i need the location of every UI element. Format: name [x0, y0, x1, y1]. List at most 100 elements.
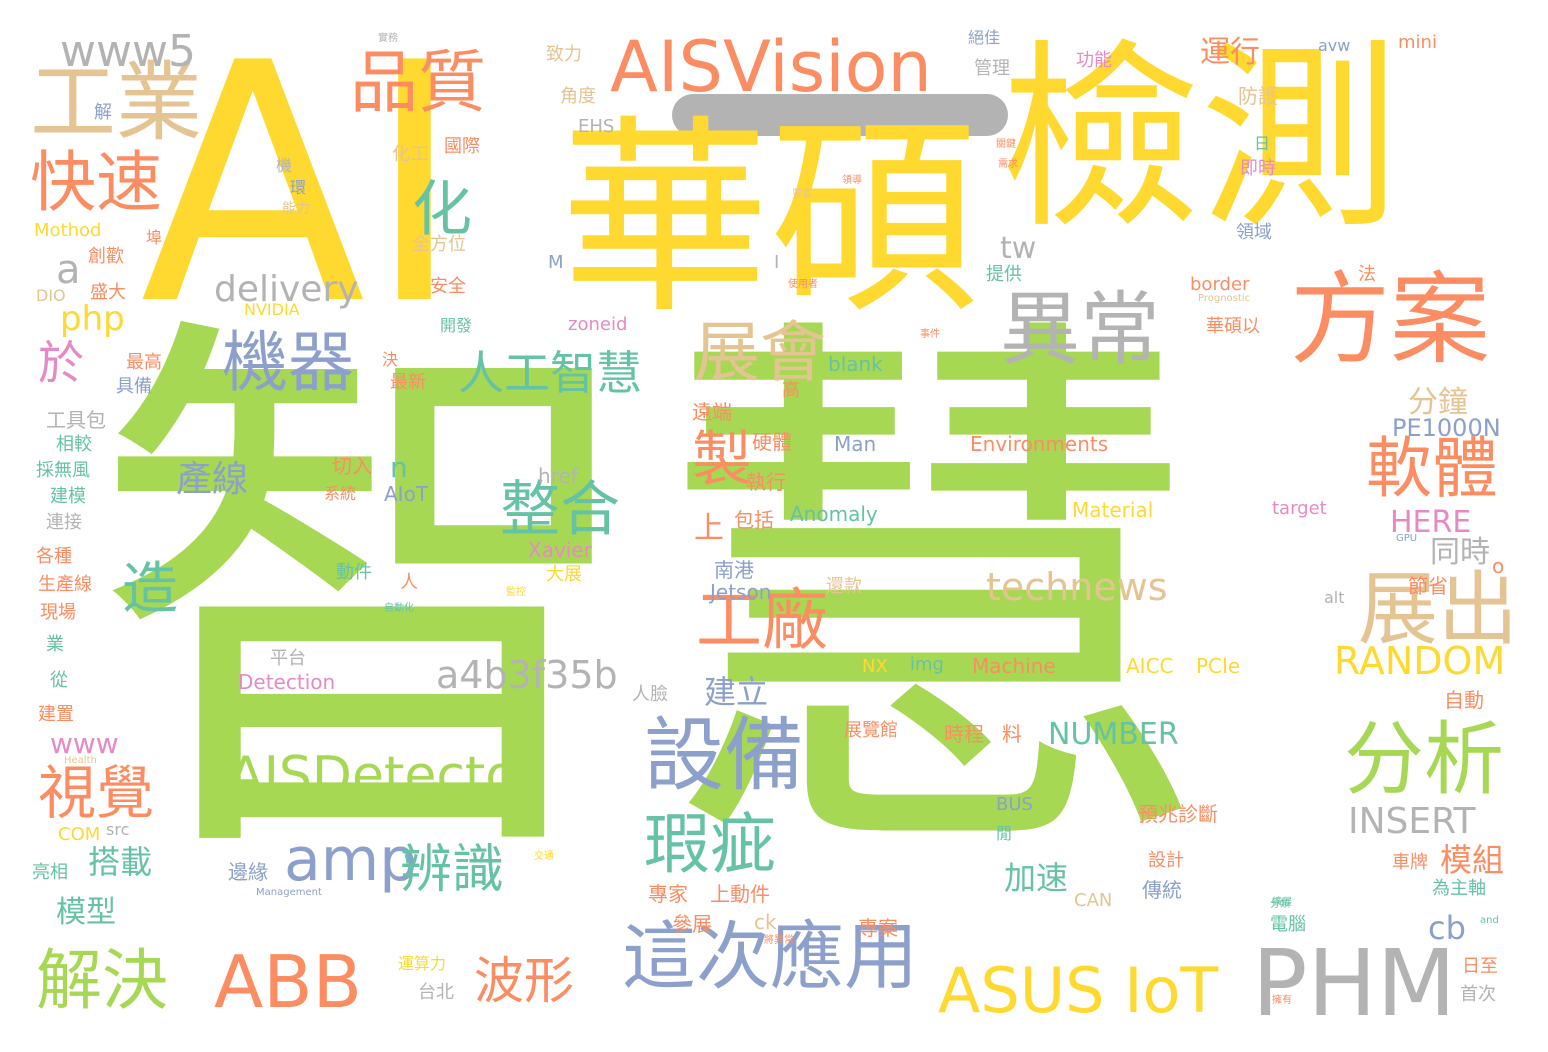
cloud-word-169: 日	[1254, 134, 1271, 153]
cloud-word-136: 防護	[1238, 84, 1278, 108]
cloud-word-107: 專家	[648, 882, 688, 906]
cloud-word-158: 從	[50, 670, 68, 691]
cloud-word-101: 電腦	[1270, 914, 1306, 935]
cloud-word-8: 品質	[350, 44, 487, 123]
cloud-word-182: 分類	[1270, 899, 1290, 910]
cloud-word-23: 展出	[1358, 563, 1518, 656]
cloud-word-95: 預兆診斷	[1138, 802, 1218, 826]
cloud-word-168: 閒	[996, 824, 1013, 843]
cloud-word-43: 這次應用	[622, 914, 918, 1000]
cloud-word-154: 各種	[36, 546, 72, 567]
cloud-word-157: 業	[46, 634, 64, 655]
cloud-word-phm: PHM	[1252, 930, 1457, 1037]
cloud-word-134: 功能	[1076, 50, 1112, 71]
cloud-word-amp: amp	[284, 825, 418, 895]
cloud-word-here: HERE	[1390, 505, 1472, 540]
cloud-word-146: 最新	[390, 372, 426, 393]
cloud-word-140: 法	[1358, 264, 1376, 285]
cloud-word-and: and	[1480, 915, 1499, 926]
cloud-word-36: 辨識	[400, 840, 505, 900]
cloud-word-173: 領導	[842, 175, 862, 186]
cloud-word-xavier: Xavier	[528, 538, 592, 562]
cloud-word-177: 擴展	[1272, 897, 1292, 908]
cloud-word-155: 生產線	[38, 574, 92, 595]
cloud-word-117: 大展	[546, 564, 582, 585]
cloud-word-39: 模組	[1440, 841, 1505, 879]
cloud-word-avw: avw	[1318, 36, 1351, 55]
cloud-word-14: 人工智慧	[458, 346, 642, 400]
cloud-word-167: 埠	[146, 228, 163, 247]
cloud-word-141: 華碩以	[1206, 316, 1260, 337]
cloud-word-o: o	[1492, 554, 1505, 578]
cloud-word-31: 設備	[644, 709, 804, 802]
cloud-word-102: 日至	[1462, 956, 1498, 977]
cloud-word-162: 創歡	[88, 246, 124, 267]
cloud-word-13: 展會	[694, 314, 826, 391]
gray-bar-shape	[672, 94, 1008, 136]
cloud-word-12: 機器	[222, 324, 354, 401]
cloud-word-115: 切入	[332, 454, 372, 478]
cloud-word-128: 節省	[1408, 574, 1448, 598]
cloud-word-56: 上	[694, 511, 724, 546]
cloud-word-anomaly: Anomaly	[790, 502, 878, 526]
cloud-word-137: 即時	[1240, 158, 1276, 179]
cloud-word-28: 產線	[176, 459, 249, 500]
cloud-word-131: 化工	[392, 144, 428, 165]
cloud-word-pcie: PCIe	[1196, 654, 1241, 678]
cloud-word-174: 使用者	[788, 279, 818, 290]
cloud-word-nvidia: NVIDIA	[244, 300, 300, 319]
cloud-word-164: 機	[276, 156, 293, 175]
cloud-word-2: 華碩	[560, 97, 981, 342]
cloud-word-i: I	[774, 252, 780, 273]
cloud-word-aisvision: AISVision	[610, 26, 932, 108]
cloud-word-52: 分鐘	[1408, 385, 1468, 420]
cloud-word-detection: Detection	[238, 670, 336, 694]
cloud-word-156: 現場	[40, 602, 76, 623]
cloud-word-ck: ck	[754, 910, 777, 934]
cloud-word-161: 盛大	[90, 282, 126, 303]
cloud-word-insert: INSERT	[1348, 801, 1476, 842]
cloud-word-management: Management	[256, 887, 322, 898]
cloud-word-mini: mini	[1398, 32, 1437, 53]
cloud-word-tw: tw	[1000, 231, 1037, 266]
cloud-word-175: 事件	[920, 329, 940, 340]
cloud-word-139: 提供	[986, 264, 1022, 285]
cloud-word-152: 建模	[50, 486, 86, 507]
cloud-word-57: 運行	[1200, 35, 1260, 70]
cloud-word-7: 工業	[30, 53, 202, 153]
cloud-word-php: php	[60, 299, 125, 339]
cloud-word-124: 高	[782, 380, 800, 401]
cloud-word-aicc: AICC	[1126, 654, 1174, 678]
cloud-word-19: 於	[38, 336, 84, 390]
cloud-word-border: border	[1190, 274, 1250, 295]
cloud-word-99: 車牌	[1392, 852, 1428, 873]
cloud-word-54: 同時	[1430, 535, 1490, 570]
cloud-word-random: RANDOM	[1334, 639, 1506, 683]
cloud-word-44: 波形	[474, 952, 574, 1010]
cloud-word-24: 工廠	[696, 582, 828, 659]
cloud-word-111: 平台	[270, 648, 306, 669]
cloud-word-125: 台北	[418, 982, 454, 1003]
cloud-word-alt: alt	[1324, 588, 1345, 607]
cloud-word-109: 參展	[672, 912, 712, 936]
cloud-word-can: CAN	[1074, 890, 1113, 911]
cloud-word-165: 環	[290, 178, 307, 197]
cloud-word-148: 具備	[116, 376, 152, 397]
cloud-word-130: 致力	[546, 44, 582, 65]
cloud-word-181: 監控	[506, 587, 526, 598]
cloud-word-delivery: delivery	[214, 269, 359, 310]
cloud-word-144: 開發	[440, 316, 473, 335]
cloud-word-ehs: EHS	[578, 116, 615, 137]
cloud-word-41: 解決	[36, 942, 168, 1019]
cloud-word-n: n	[390, 451, 408, 484]
cloud-word-health: Health	[64, 755, 97, 766]
cloud-word-122: 硬體	[752, 430, 792, 454]
cloud-word-159: 建置	[38, 704, 74, 725]
cloud-word-104: 時程	[944, 722, 984, 746]
cloud-word-138: 領域	[1236, 222, 1272, 243]
cloud-word-10: 快速	[30, 144, 162, 221]
cloud-word-22: 整合	[500, 475, 620, 545]
cloud-word-aisdetector: AISDetector	[228, 746, 539, 806]
cloud-word-55: 建立	[704, 673, 769, 711]
